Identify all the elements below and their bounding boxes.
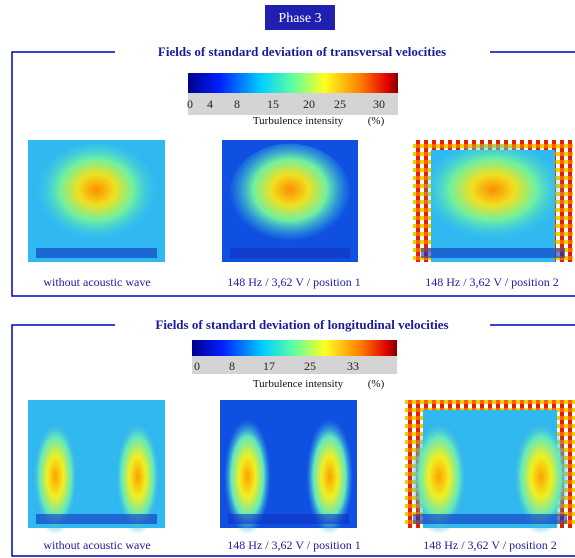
heatmap-floor xyxy=(413,514,567,524)
colorbar-tick: 8 xyxy=(234,97,240,111)
colorbar-tick: 20 xyxy=(303,97,315,111)
colorbar-tick: 33 xyxy=(347,359,359,373)
heatmap-hot xyxy=(306,419,353,535)
panel-caption: without acoustic wave xyxy=(43,275,150,289)
heatmap-hot xyxy=(512,419,570,535)
panel-caption: 148 Hz / 3,62 V / position 2 xyxy=(425,275,559,289)
heatmap-floor xyxy=(230,248,350,258)
heatmap-hot xyxy=(114,419,161,535)
panel-caption: without acoustic wave xyxy=(43,538,150,552)
section-title: Fields of standard deviation of transver… xyxy=(158,44,446,59)
heatmap-hot xyxy=(228,143,352,247)
colorbar-scale xyxy=(192,356,397,374)
colorbar-tick: 8 xyxy=(229,359,235,373)
colorbar-tick: 4 xyxy=(207,97,213,111)
heatmap-floor xyxy=(421,248,565,258)
heatmap-hot xyxy=(34,143,159,247)
heatmap-floor xyxy=(36,514,157,524)
colorbar-tick: 17 xyxy=(263,359,275,373)
frame xyxy=(11,51,575,297)
colorbar-tick: 0 xyxy=(187,97,193,111)
heatmap-hot xyxy=(410,419,468,535)
colorbar-label: Turbulence intensity xyxy=(253,378,344,390)
title-box xyxy=(265,5,335,30)
colorbar-tick: 30 xyxy=(373,97,385,111)
page-title: Phase 3 xyxy=(278,11,321,26)
colorbar-unit: (%) xyxy=(368,378,385,390)
colorbar xyxy=(192,340,397,356)
heatmap-floor xyxy=(36,248,157,258)
colorbar-tick: 25 xyxy=(304,359,316,373)
heatmap-hot xyxy=(32,419,79,535)
colorbar-label: Turbulence intensity xyxy=(253,115,344,127)
colorbar-scale xyxy=(188,93,398,115)
colorbar-tick: 15 xyxy=(267,97,279,111)
colorbar-tick: 0 xyxy=(194,359,200,373)
panel-caption: 148 Hz / 3,62 V / position 1 xyxy=(227,275,361,289)
frame xyxy=(11,324,575,557)
section-title: Fields of standard deviation of longitud… xyxy=(155,317,448,332)
colorbar xyxy=(188,73,398,93)
heatmap-floor xyxy=(228,514,349,524)
heatmap-hot xyxy=(224,419,271,535)
panel-caption: 148 Hz / 3,62 V / position 1 xyxy=(227,538,361,552)
heatmap-hot xyxy=(421,143,565,247)
colorbar-tick: 25 xyxy=(334,97,346,111)
panel-caption: 148 Hz / 3,62 V / position 2 xyxy=(423,538,557,552)
colorbar-unit: (%) xyxy=(368,115,385,127)
